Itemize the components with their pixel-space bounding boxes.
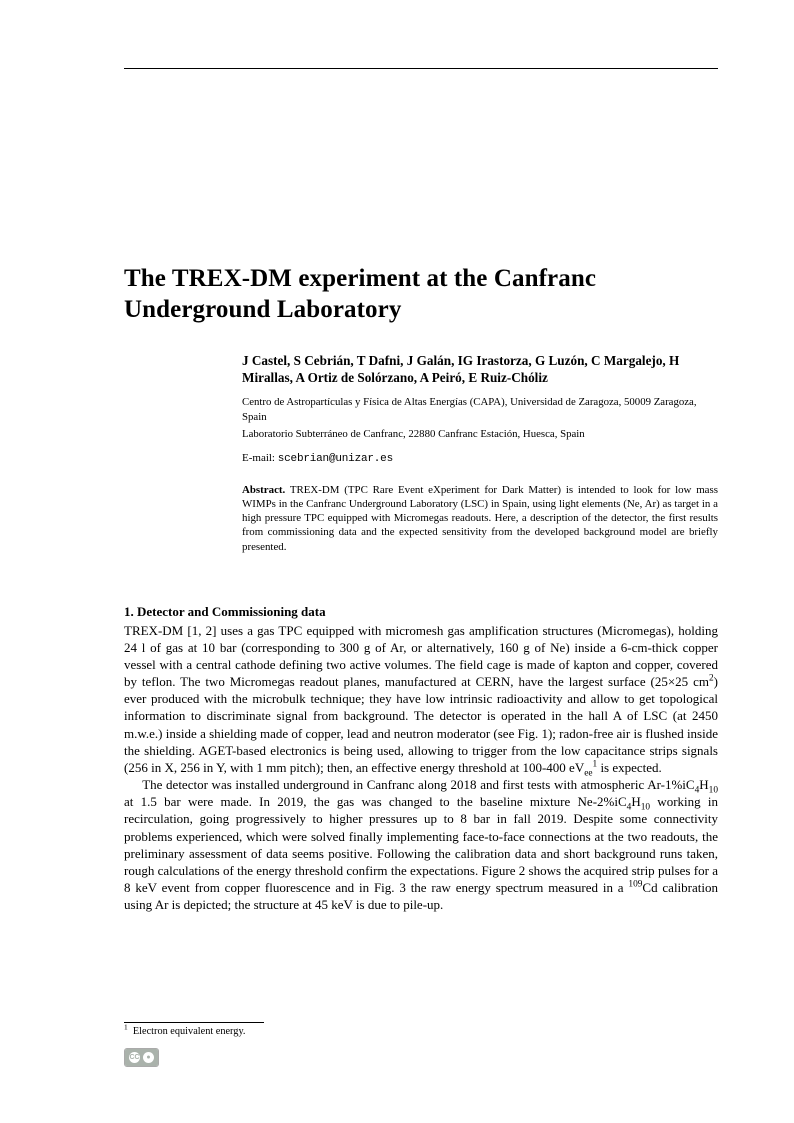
abstract-body: TREX-DM (TPC Rare Event eXperiment for D… (242, 484, 718, 553)
p1-seg-a: TREX-DM [1, 2] uses a gas TPC equipped w… (124, 623, 718, 689)
email-address: scebrian@unizar.es (278, 453, 393, 465)
cc-icon: CC (129, 1052, 140, 1063)
meta-block: J Castel, S Cebrián, T Dafni, J Galán, I… (242, 352, 718, 554)
cc-badge-left: CC ● (125, 1049, 158, 1066)
email-label: E-mail: (242, 452, 278, 464)
affiliation-1: Centro de Astropartículas y Física de Al… (242, 395, 718, 424)
by-icon: ● (143, 1052, 154, 1063)
footnote-marker: 1 (124, 1022, 128, 1031)
p1-seg-c: is expected. (597, 760, 662, 775)
paragraph-2: The detector was installed underground i… (124, 776, 718, 913)
paragraph-1: TREX-DM [1, 2] uses a gas TPC equipped w… (124, 622, 718, 776)
section-1-heading: 1. Detector and Commissioning data (124, 604, 718, 620)
footnote-1: 1 Electron equivalent energy. (124, 1026, 718, 1038)
footnote-text: Electron equivalent energy. (133, 1026, 246, 1037)
email-line: E-mail: scebrian@unizar.es (242, 452, 718, 465)
h10-b: H (631, 794, 640, 809)
abstract: Abstract. TREX-DM (TPC Rare Event eXperi… (242, 483, 718, 554)
page: The TREX-DM experiment at the Canfranc U… (0, 0, 794, 1123)
sup-109: 109 (628, 880, 642, 890)
p2-seg-b: at 1.5 bar were made. In 2019, the gas w… (124, 794, 627, 809)
abstract-label: Abstract. (242, 484, 285, 496)
author-list: J Castel, S Cebrián, T Dafni, J Galán, I… (242, 352, 718, 388)
footnote-rule (124, 1022, 264, 1023)
h10-a: H (699, 777, 708, 792)
cc-by-badge: CC ● (124, 1048, 159, 1067)
p2-seg-a: The detector was installed underground i… (142, 777, 694, 792)
footnotes: 1 Electron equivalent energy. CC ● (124, 1022, 718, 1067)
paper-title: The TREX-DM experiment at the Canfranc U… (124, 263, 718, 326)
top-rule (124, 68, 718, 69)
affiliation-2: Laboratorio Subterráneo de Canfranc, 228… (242, 427, 718, 442)
